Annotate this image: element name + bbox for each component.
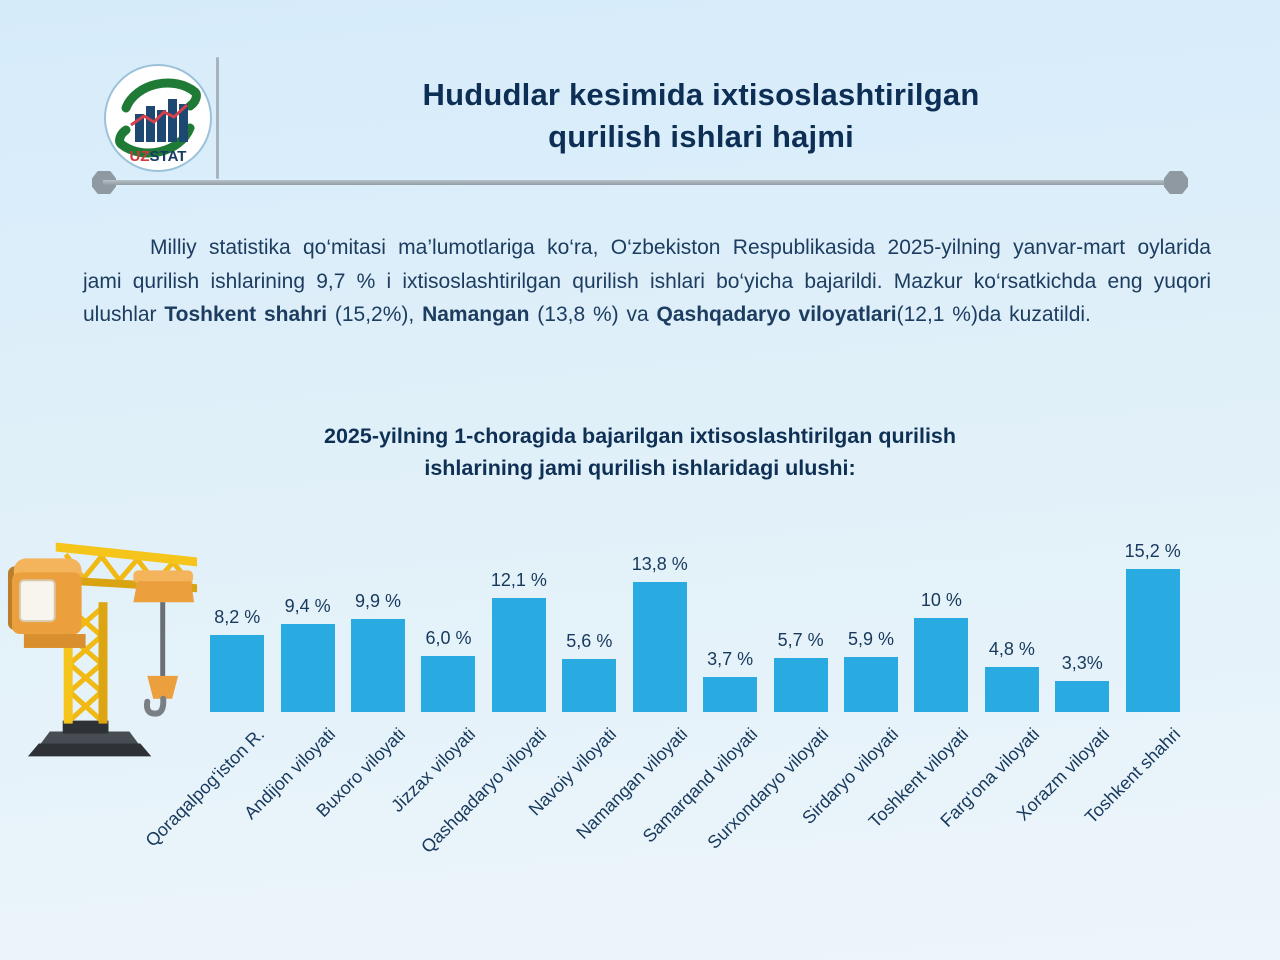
bar-value-label: 3,7 %	[707, 649, 754, 669]
bar-column: 12,1 % Qashqadaryo viloyati	[417, 500, 554, 857]
bar-column: 6,0 % Jizzax viloyati	[388, 500, 483, 816]
bar-column: 3,7 % Samarqand viloyati	[639, 500, 765, 846]
logo-text-stat: STAT	[150, 148, 187, 165]
uzstat-logo-graphic: UZSTAT	[104, 64, 212, 172]
intro-bold-text: Qashqadaryo viloyatlari	[656, 303, 897, 326]
intro-text: (15,2%),	[327, 303, 423, 326]
bar	[280, 624, 335, 712]
logo-trend-line	[130, 103, 189, 127]
bar	[632, 582, 687, 712]
chart-title: 2025-yilning 1-choragida bajarilgan ixti…	[0, 420, 1280, 484]
bar	[984, 667, 1039, 712]
intro-text: (12,1 %)da kuzatildi.	[896, 303, 1091, 326]
bar-value-label: 5,7 %	[777, 630, 824, 650]
bar-value-label: 6,0 %	[425, 628, 472, 648]
hexagon-cap-right-icon	[1164, 171, 1188, 194]
bar	[351, 619, 406, 712]
logo-swoosh-top	[121, 78, 201, 113]
intro-paragraph: Milliy statistika qo‘mitasi ma’lumotlari…	[83, 231, 1211, 332]
bar	[844, 657, 898, 712]
bar	[491, 598, 546, 712]
header-vertical-divider	[216, 57, 219, 179]
intro-text: (13,8 %) va	[529, 303, 657, 326]
bar-value-label: 5,9 %	[847, 629, 895, 649]
logo-swoosh-bottom	[115, 123, 195, 158]
bar-value-label: 9,4 %	[284, 596, 331, 616]
bar-value-label: 8,2 %	[214, 607, 261, 627]
bar-value-label: 13,8 %	[631, 554, 688, 574]
divider-line	[103, 180, 1177, 185]
bar-column: 8,2 % Qoraqalpog‘iston R.	[142, 500, 272, 851]
bar-value-label: 10 %	[920, 590, 962, 610]
bar	[703, 677, 758, 712]
bar	[562, 659, 617, 712]
bar-column: 9,4 % Andijon viloyati	[240, 500, 342, 823]
crane-icon	[7, 542, 198, 757]
bar-chart: 8,2 % Qoraqalpog‘iston R. 9,4 % Andijon vil…	[142, 500, 1188, 857]
bar-column: 4,8 % Farg‘ona viloyati	[936, 500, 1047, 831]
bar-column: 3,3% Xorazm viloyati	[1013, 500, 1117, 824]
bar-value-label: 9,9 %	[355, 591, 402, 611]
bar-column: 13,8 % Namangan viloyati	[572, 500, 695, 843]
bar	[773, 658, 828, 712]
chart-title-line2: ishlarining jami qurilish ishlaridagi ul…	[424, 456, 856, 480]
logo-bars-icon	[135, 99, 188, 142]
bar-column: 5,6 % Navoiy viloyati	[525, 500, 624, 819]
page-title-line2: qurilish ishlari hajmi	[548, 119, 854, 154]
construction-crane-illustration	[2, 516, 206, 770]
logo-text-uz: UZ	[130, 148, 150, 165]
intro-bold-text: Toshkent shahri	[164, 303, 328, 326]
bar-value-label: 4,8 %	[988, 639, 1035, 659]
header-horizontal-divider	[92, 171, 1188, 194]
bar-column: 5,9 % Sirdaryo viloyati	[798, 500, 906, 828]
bar-column: 9,9 % Buxoro viloyati	[312, 500, 413, 821]
bar-value-label: 15,2 %	[1124, 541, 1181, 561]
intro-bold-text: Namangan	[422, 303, 530, 326]
bar-column: 5,7 % Surxondaryo viloyati	[703, 500, 835, 853]
intro-text: Milliy statistika qo‘mitasi ma’lumotlari…	[83, 236, 1211, 326]
bar-column: 10 % Toshkent viloyati	[865, 500, 976, 832]
page-title-line1: Hududlar kesimida ixtisoslashtirilgan	[422, 77, 980, 112]
bar-value-label: 3,3%	[1061, 653, 1103, 673]
bar	[914, 618, 969, 712]
bar-value-label: 12,1 %	[490, 570, 547, 590]
chart-title-line1: 2025-yilning 1-choragida bajarilgan ixti…	[323, 424, 957, 448]
bar-category-label: Qashqadaryo viloyati	[417, 724, 551, 858]
bar	[1055, 681, 1110, 712]
bar-value-label: 5,6 %	[566, 631, 613, 651]
page-title: Hududlar kesimida ixtisoslashtirilgan qu…	[240, 74, 1162, 158]
bar	[210, 635, 265, 712]
bar	[1125, 569, 1180, 712]
bar-group: 8,2 % Qoraqalpog‘iston R. 9,4 % Andijon vil…	[142, 500, 1188, 857]
bar-column: 15,2 % Toshkent shahri	[1081, 500, 1187, 827]
logo-wordmark: UZSTAT	[130, 148, 187, 165]
uzstat-logo: UZSTAT	[102, 62, 214, 174]
bar	[421, 656, 476, 712]
bar-category-label: Surxondaryo viloyati	[702, 724, 832, 853]
